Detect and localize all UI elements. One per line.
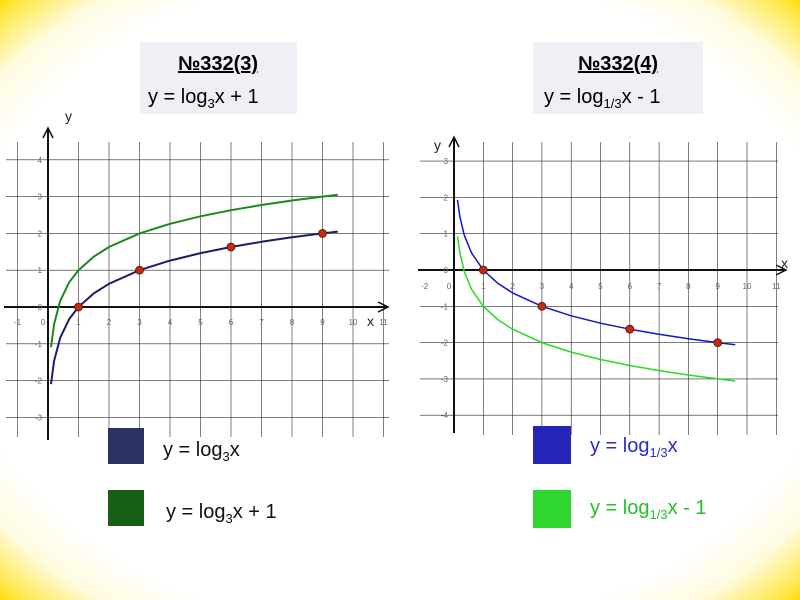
x-axis-arrow bbox=[775, 264, 788, 276]
x-tick-label: 7 bbox=[259, 318, 264, 327]
data-point bbox=[135, 265, 144, 275]
chart-2-ylabel: y bbox=[434, 137, 441, 153]
x-tick-label: 1 bbox=[481, 282, 486, 291]
y-tick-label: -3 bbox=[441, 375, 449, 384]
y-tick-label: -3 bbox=[35, 413, 43, 422]
x-tick-label: 2 bbox=[107, 318, 112, 327]
y-tick-label: 0 bbox=[38, 303, 43, 312]
legend-1-swatch-base bbox=[108, 428, 144, 464]
series-shifted-line bbox=[50, 193, 338, 348]
x-tick-label: -2 bbox=[421, 282, 429, 291]
y-tick-label: 2 bbox=[444, 193, 449, 202]
data-point bbox=[537, 301, 547, 311]
title-2: №332(4) y = log1/3x - 1 bbox=[533, 42, 703, 114]
data-point bbox=[226, 242, 236, 252]
x-tick-label: 5 bbox=[598, 282, 603, 291]
x-tick-label: 0 bbox=[41, 318, 46, 327]
title-2-formula: y = log1/3x - 1 bbox=[544, 86, 660, 111]
legend-1: y = log3x y = log3x + 1 bbox=[108, 428, 277, 526]
y-tick-label: -1 bbox=[35, 340, 43, 349]
y-tick-label: 4 bbox=[38, 156, 43, 165]
x-tick-label: 0 bbox=[447, 282, 452, 291]
legend-2: y = log1/3x y = log1/3x - 1 bbox=[533, 426, 706, 528]
legend-1-label-shifted: y = log3x + 1 bbox=[166, 501, 277, 526]
x-tick-label: 6 bbox=[628, 282, 633, 291]
chart-1-points bbox=[74, 228, 327, 312]
x-tick-label: 10 bbox=[349, 318, 358, 327]
y-tick-label: 3 bbox=[38, 193, 43, 202]
y-tick-label: -1 bbox=[441, 302, 449, 311]
x-tick-label: 7 bbox=[657, 282, 662, 291]
title-1-number: №332(3) bbox=[178, 53, 258, 75]
chart-1-axes bbox=[4, 126, 390, 440]
chart-1-ylabel: y bbox=[65, 108, 72, 124]
legend-2-swatch-base bbox=[533, 426, 571, 464]
x-tick-label: 4 bbox=[168, 318, 173, 327]
x-tick-label: 6 bbox=[229, 318, 234, 327]
chart-1-xlabel: x bbox=[367, 313, 374, 329]
x-tick-label: 11 bbox=[379, 318, 388, 327]
x-tick-label: 11 bbox=[772, 282, 781, 291]
y-axis-arrow bbox=[42, 126, 54, 139]
x-tick-label: 3 bbox=[540, 282, 545, 291]
y-tick-label: -2 bbox=[35, 377, 43, 386]
chart-1-grid bbox=[6, 142, 389, 437]
x-tick-label: -1 bbox=[14, 318, 22, 327]
y-tick-label: -2 bbox=[441, 339, 449, 348]
data-point bbox=[74, 302, 83, 312]
y-tick-label: 1 bbox=[444, 230, 449, 239]
x-tick-label: 1 bbox=[76, 318, 81, 327]
data-point bbox=[713, 338, 723, 348]
chart-1-background bbox=[6, 142, 389, 439]
y-tick-label: 3 bbox=[444, 157, 449, 166]
x-tick-label: 8 bbox=[686, 282, 691, 291]
title-1-formula: y = log3x + 1 bbox=[148, 86, 259, 111]
x-axis-arrow bbox=[377, 301, 390, 313]
data-point bbox=[478, 265, 488, 275]
title-1: №332(3) y = log3x + 1 bbox=[140, 42, 297, 114]
y-tick-label: 1 bbox=[38, 266, 43, 275]
legend-2-label-base: y = log1/3x bbox=[590, 435, 678, 460]
chart-2-xlabel: x bbox=[781, 255, 788, 271]
x-tick-label: 2 bbox=[510, 282, 515, 291]
legend-2-swatch-shifted bbox=[533, 490, 571, 528]
y-axis-arrow bbox=[448, 135, 460, 148]
data-point bbox=[625, 324, 635, 334]
y-tick-label: 0 bbox=[444, 266, 449, 275]
chart-2-points bbox=[478, 265, 723, 348]
legend-2-label-shifted: y = log1/3x - 1 bbox=[590, 497, 706, 522]
y-tick-label: 2 bbox=[38, 229, 43, 238]
x-tick-label: 10 bbox=[743, 282, 752, 291]
legend-1-swatch-shifted bbox=[108, 490, 144, 526]
x-tick-label: 5 bbox=[198, 318, 203, 327]
chart-2-background bbox=[420, 140, 780, 437]
data-point bbox=[318, 228, 327, 238]
x-tick-label: 4 bbox=[569, 282, 574, 291]
x-tick-label: 3 bbox=[137, 318, 142, 327]
series-shifted-line bbox=[456, 236, 736, 382]
y-tick-label: -4 bbox=[441, 411, 449, 420]
x-tick-label: 8 bbox=[290, 318, 295, 327]
legend-1-label-base: y = log3x bbox=[163, 439, 240, 464]
x-tick-label: 9 bbox=[715, 282, 720, 291]
x-tick-label: 9 bbox=[320, 318, 325, 327]
chart-2-grid bbox=[420, 142, 778, 435]
title-2-number: №332(4) bbox=[578, 53, 658, 75]
